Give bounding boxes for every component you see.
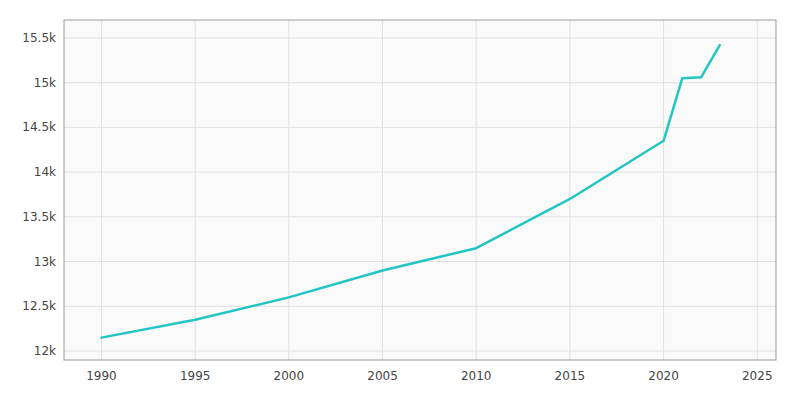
- y-grid-line: [64, 306, 776, 307]
- y-grid-line: [64, 172, 776, 173]
- y-tick-label: 14k: [34, 165, 56, 179]
- axes: 1990 1995 2000 2005 2010 2015 2020 2025 12k 12.5k…: [22, 31, 772, 383]
- x-tick-label: 2020: [648, 369, 679, 383]
- y-tick-label: 13k: [34, 255, 56, 269]
- chart: 1990 1995 2000 2005 2010 2015 2020 2025 12k 12.5k…: [0, 0, 800, 400]
- x-tick-label: 2010: [461, 369, 492, 383]
- y-tick-label: 13.5k: [22, 210, 56, 224]
- y-tick-label: 12k: [34, 344, 56, 358]
- x-tick-label: 2015: [555, 369, 586, 383]
- grid: [64, 20, 776, 360]
- x-grid-line: [288, 20, 289, 360]
- page: {"chart_data": {"type": "line", "x": [19…: [0, 0, 800, 400]
- x-tick-label: 1990: [86, 369, 117, 383]
- y-tick-label: 15.5k: [22, 31, 56, 45]
- x-grid-line: [757, 20, 758, 360]
- plot-frame: [64, 20, 776, 360]
- y-grid-line: [64, 127, 776, 128]
- x-grid-line: [663, 20, 664, 360]
- x-grid-line: [101, 20, 102, 360]
- y-tick-label: 12.5k: [22, 299, 56, 313]
- x-grid-line: [476, 20, 477, 360]
- x-grid-line: [195, 20, 196, 360]
- y-tick-label: 14.5k: [22, 120, 56, 134]
- x-tick-label: 2000: [274, 369, 305, 383]
- x-grid-line: [382, 20, 383, 360]
- y-grid-line: [64, 82, 776, 83]
- y-tick-label: 15k: [34, 76, 56, 90]
- line: [101, 45, 719, 338]
- series: [101, 45, 719, 338]
- x-tick-label: 2025: [742, 369, 773, 383]
- x-tick-label: 1995: [180, 369, 211, 383]
- x-tick-label: 2005: [367, 369, 398, 383]
- y-grid-line: [64, 37, 776, 38]
- y-grid-line: [64, 216, 776, 217]
- plot-background: [64, 20, 776, 360]
- y-grid-line: [64, 351, 776, 352]
- x-grid-line: [569, 20, 570, 360]
